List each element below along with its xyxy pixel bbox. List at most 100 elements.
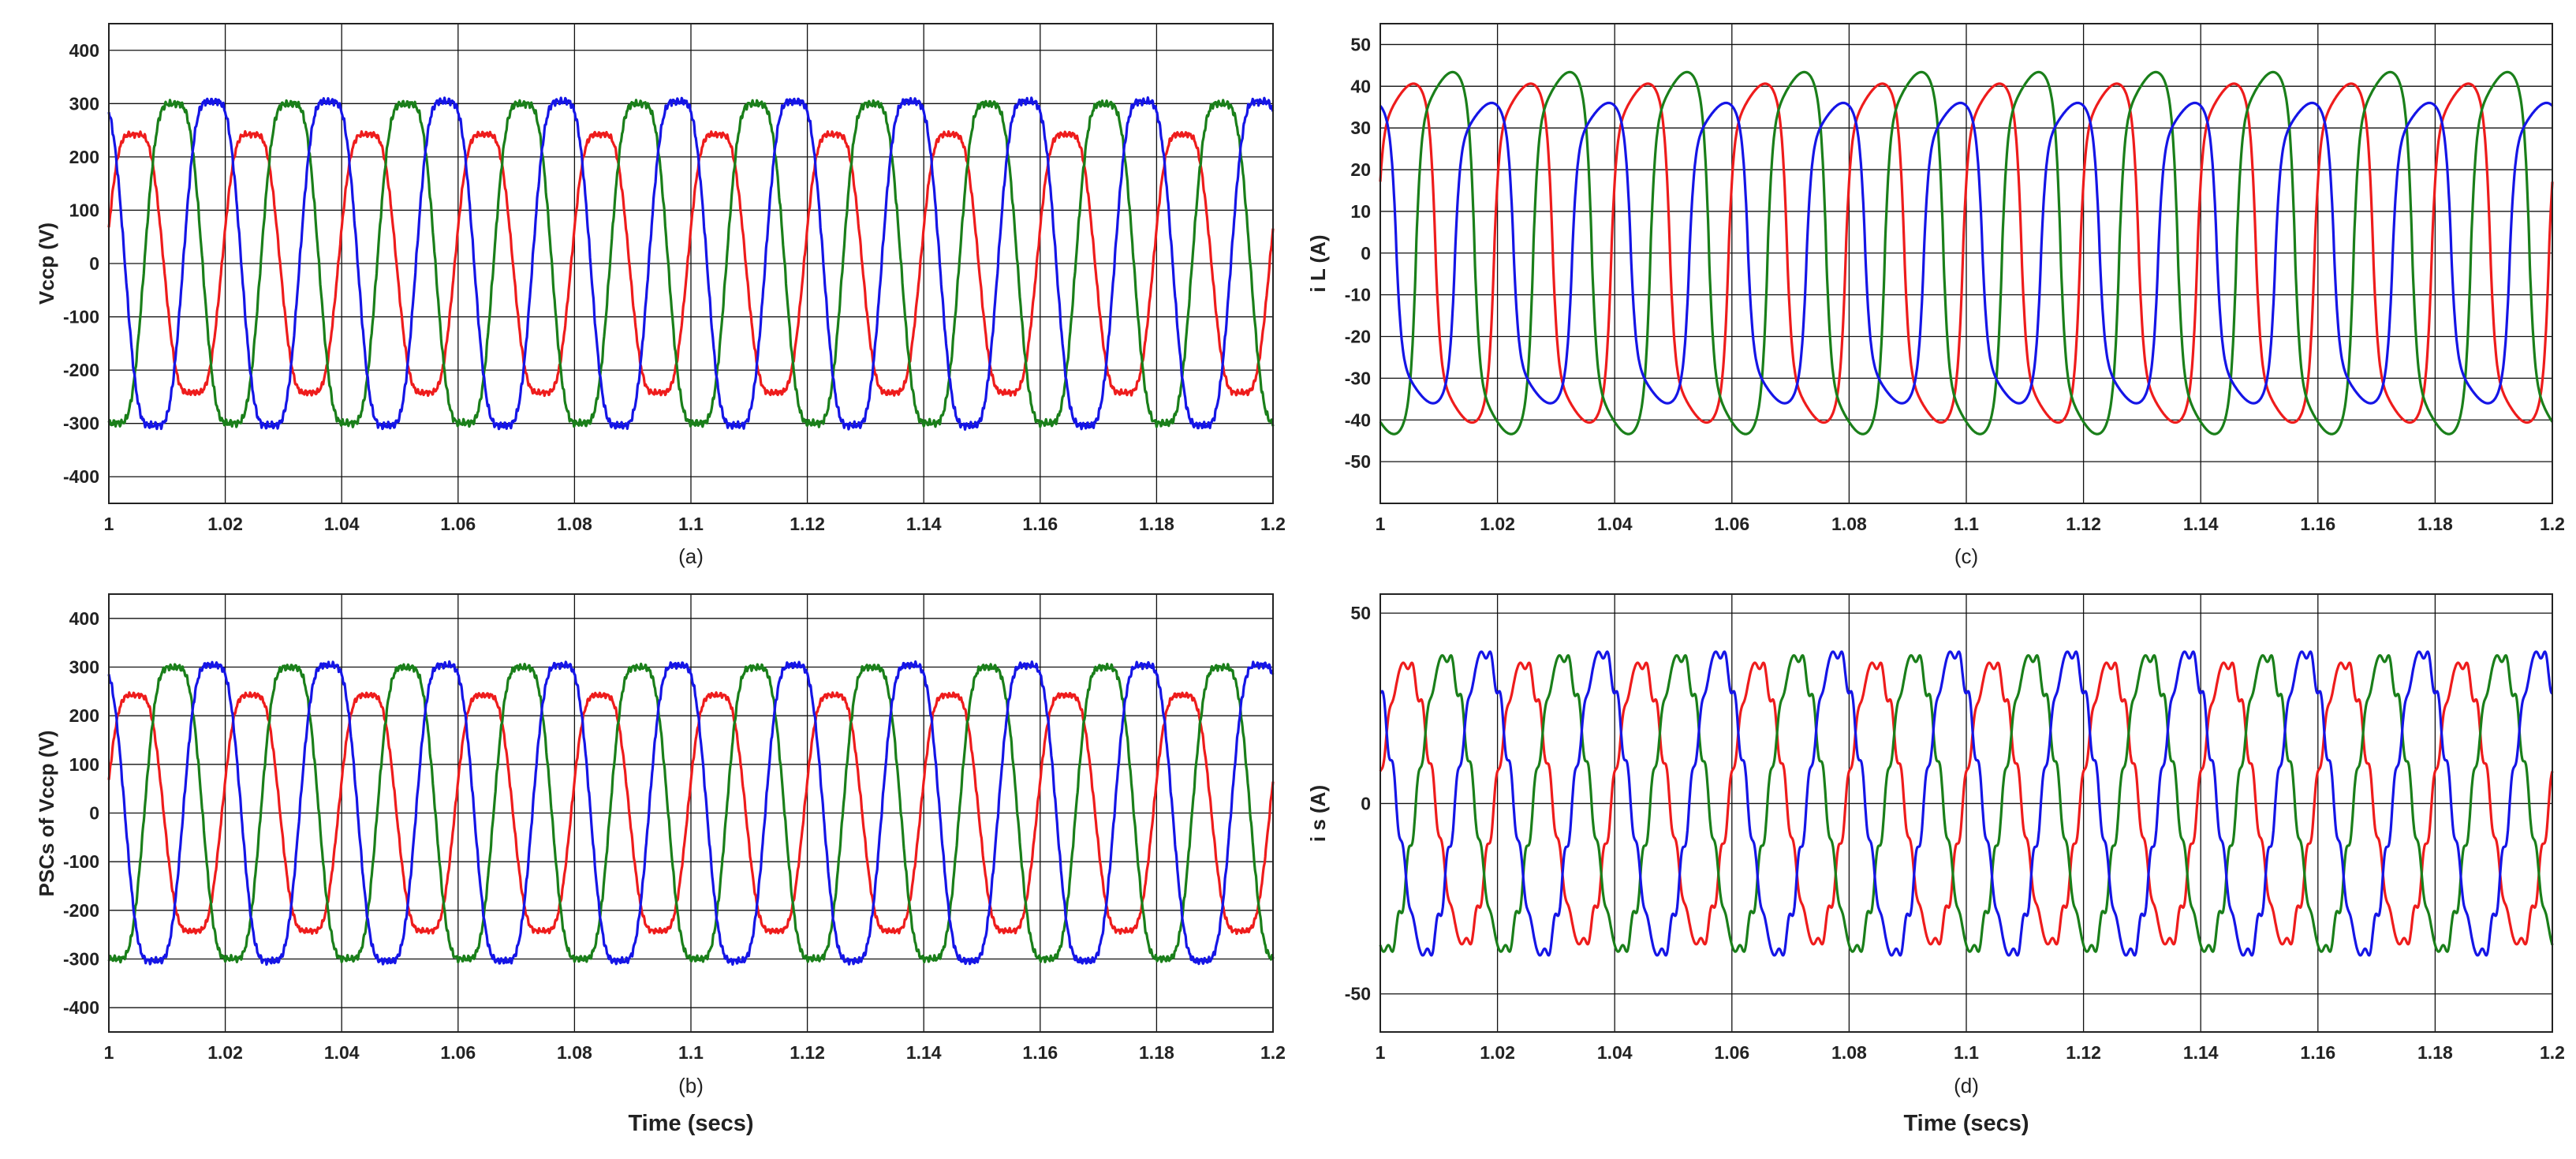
x-tick-label: 1.06 [1714,1042,1749,1063]
x-axis-title: Time (secs) [1903,1111,2029,1136]
series-line-1 [1379,82,2554,424]
panel-b-pscs-vccp: 1 1.02 1.04 1.06 1.08 1.1 1.12 1.14 1.16 1.18 1.2 … [35,593,1286,1136]
y-tick-label: 400 [69,608,99,629]
y-tick-label: 200 [69,147,99,167]
y-tick-label: 400 [69,40,99,61]
y-tick-label: -100 [63,851,99,872]
x-tick-label: 1.14 [2183,514,2219,534]
x-tick-label: 1.02 [207,1042,243,1063]
y-tick-labels: -400 -300 -200 -100 0 100 200 300 400 [63,608,99,1018]
x-tick-label: 1.02 [207,514,243,534]
y-tick-label: -40 [1345,409,1371,430]
x-tick-label: 1.16 [2300,514,2335,534]
x-tick-label: 1.18 [2417,1042,2453,1063]
y-tick-label: -100 [63,307,99,327]
x-tick-label: 1.14 [906,514,942,534]
x-tick-label: 1.1 [678,514,704,534]
y-axis-label: i L (A) [1306,234,1330,292]
y-tick-label: -20 [1345,327,1371,347]
x-tick-label: 1 [1376,1042,1386,1063]
panel-a-vccp: 1 1.02 1.04 1.06 1.08 1.1 1.12 1.14 1.16 1.18 1.2 … [35,23,1286,568]
x-tick-label: 1.12 [790,1042,825,1063]
y-tick-label: 300 [69,93,99,114]
series-line-3 [107,96,1275,431]
y-tick-label: 50 [1350,603,1371,623]
panel-caption: (a) [678,544,704,568]
series-line-1 [107,129,1275,398]
series-line-1 [1379,661,2554,946]
y-tick-label: 100 [69,754,99,775]
x-tick-label: 1.08 [1831,514,1867,534]
x-tick-label: 1.08 [557,1042,592,1063]
series-line-2 [1379,70,2554,436]
x-tick-label: 1.06 [1714,514,1749,534]
series-line-2 [107,99,1275,428]
series-line-1 [107,691,1275,936]
x-tick-label: 1.04 [324,1042,360,1063]
x-axis-title: Time (secs) [628,1111,753,1136]
panel-caption: (b) [678,1074,704,1097]
y-tick-label: -50 [1345,984,1371,1004]
y-tick-label: -300 [63,413,99,434]
x-tick-label: 1.16 [1022,1042,1058,1063]
y-tick-label: 10 [1350,201,1371,222]
series-line-3 [107,660,1275,966]
x-tick-label: 1.16 [2300,1042,2335,1063]
y-tick-label: 20 [1350,159,1371,180]
x-tick-label: 1.1 [1954,514,1979,534]
y-tick-label: 0 [89,253,99,274]
x-tick-label: 1.06 [440,514,476,534]
plot-border [108,593,1274,1033]
y-tick-labels: -50 0 50 [1345,603,1371,1004]
panel-caption: (d) [1954,1074,1979,1097]
x-tick-label: 1.08 [1831,1042,1867,1063]
y-tick-label: 100 [69,200,99,220]
x-tick-label: 1.2 [2540,1042,2565,1063]
x-tick-label: 1.2 [1260,514,1286,534]
series-group [1379,650,2554,957]
x-tick-label: 1.2 [2540,514,2565,534]
x-tick-label: 1.04 [1597,514,1633,534]
x-tick-label: 1.2 [1260,1042,1286,1063]
x-tick-label: 1.16 [1022,514,1058,534]
series-group [1379,70,2554,436]
panel-caption: (c) [1954,544,1978,568]
x-tick-label: 1.1 [678,1042,704,1063]
y-axis-label: Vccp (V) [35,222,58,305]
x-tick-labels: 1 1.02 1.04 1.06 1.08 1.1 1.12 1.14 1.16 1.18 1.2 [1376,1042,2565,1063]
x-tick-label: 1.08 [557,514,592,534]
y-tick-labels: -50 -40 -30 -20 -10 0 10 20 30 40 50 [1345,34,1371,472]
x-tick-label: 1.02 [1480,1042,1515,1063]
x-tick-label: 1 [1376,514,1386,534]
x-tick-label: 1 [104,1042,114,1063]
y-tick-label: 40 [1350,76,1371,96]
x-tick-label: 1.1 [1954,1042,1979,1063]
x-tick-label: 1.06 [440,1042,476,1063]
y-tick-label: 0 [1361,243,1371,264]
y-tick-label: -400 [63,466,99,487]
x-tick-label: 1.18 [1139,514,1174,534]
y-tick-labels: -400 -300 -200 -100 0 100 200 300 400 [63,40,99,487]
y-axis-label: PSCs of Vccp (V) [35,731,58,897]
x-tick-label: 1.02 [1480,514,1515,534]
y-tick-label: 30 [1350,118,1371,138]
y-tick-label: -50 [1345,451,1371,472]
series-line-3 [1379,650,2553,957]
x-tick-label: 1.04 [324,514,360,534]
x-tick-label: 1 [104,514,114,534]
y-tick-label: 300 [69,657,99,678]
y-tick-label: 0 [1361,793,1371,813]
panel-c-load-current: 1 1.02 1.04 1.06 1.08 1.1 1.12 1.14 1.16 1.18 1.2 … [1306,23,2565,568]
y-tick-label: 0 [89,803,99,824]
x-tick-label: 1.14 [2183,1042,2219,1063]
x-tick-label: 1.18 [2417,514,2453,534]
x-tick-label: 1.12 [2066,1042,2101,1063]
series-line-2 [107,662,1275,964]
x-tick-label: 1.04 [1597,1042,1633,1063]
plot-border [1379,593,2553,1033]
plot-border [108,23,1274,504]
y-tick-label: -30 [1345,368,1371,388]
y-tick-label: 50 [1350,34,1371,54]
x-tick-label: 1.14 [906,1042,942,1063]
